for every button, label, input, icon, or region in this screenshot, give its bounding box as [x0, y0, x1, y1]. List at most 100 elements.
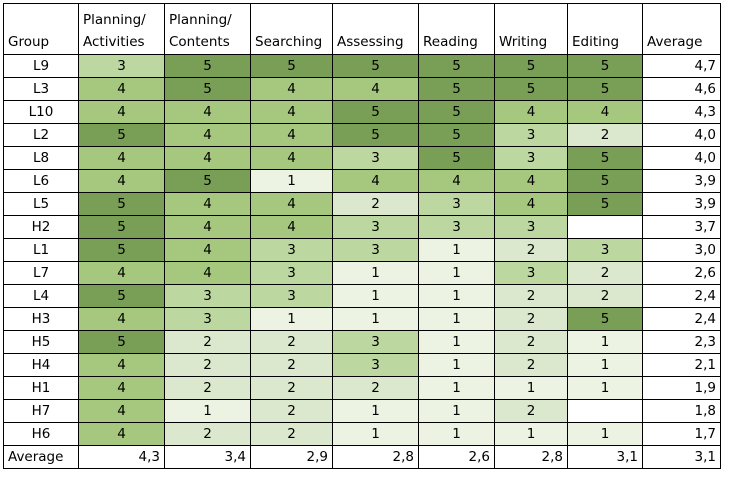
heatmap-cell: 5 [164, 77, 251, 101]
heatmap-cell: 4 [250, 100, 333, 124]
heatmap-cell: 5 [164, 169, 251, 193]
column-average: 2,6 [418, 445, 495, 469]
heatmap-cell: 4 [164, 192, 251, 216]
heatmap-cell: 2 [250, 330, 333, 354]
heatmap-cell: 5 [418, 123, 495, 147]
heatmap-cell: 4 [332, 169, 419, 193]
heatmap-cell: 4 [418, 169, 495, 193]
heatmap-cell: 2 [332, 192, 419, 216]
table-row: L2 5 4 4 5 5 3 2 4,0 [3, 123, 721, 147]
group-label: L4 [3, 284, 79, 308]
heatmap-cell: 3 [164, 307, 251, 331]
heatmap-cell: 1 [494, 376, 568, 400]
heatmap-cell: 5 [332, 123, 419, 147]
heatmap-cell: 5 [567, 169, 643, 193]
heatmap-cell: 5 [418, 100, 495, 124]
heatmap-cell: 2 [494, 307, 568, 331]
group-label: L1 [3, 238, 79, 262]
heatmap-cell: 3 [418, 192, 495, 216]
table-row: L10 4 4 4 5 5 4 4 4,3 [3, 100, 721, 124]
header-row: Group Planning/ Activities Planning/ Conte… [3, 3, 721, 55]
heatmap-cell: 3 [164, 284, 251, 308]
heatmap-cell: 2 [164, 422, 251, 446]
column-header: Searching [250, 3, 333, 55]
row-average: 4,3 [642, 100, 721, 124]
heatmap-cell: 5 [418, 77, 495, 101]
heatmap-cell: 3 [332, 330, 419, 354]
heatmap-cell: 2 [250, 422, 333, 446]
group-label: H7 [3, 399, 79, 423]
row-average: 3,7 [642, 215, 721, 239]
heatmap-cell: 1 [418, 422, 495, 446]
heatmap-cell: 1 [164, 399, 251, 423]
column-header: Planning/ Contents [164, 3, 251, 55]
table-row: L1 5 4 3 3 1 2 3 3,0 [3, 238, 721, 262]
heatmap-cell [567, 215, 643, 239]
heatmap-cell: 4 [78, 169, 165, 193]
row-average: 1,8 [642, 399, 721, 423]
heatmap-cell: 5 [494, 54, 568, 78]
heatmap-cell: 1 [332, 399, 419, 423]
row-average: 4,0 [642, 146, 721, 170]
heatmap-cell: 1 [567, 422, 643, 446]
heatmap-cell: 4 [164, 146, 251, 170]
heatmap-cell: 1 [418, 238, 495, 262]
heatmap-cell: 1 [418, 261, 495, 285]
heatmap-cell: 3 [332, 215, 419, 239]
heatmap-cell: 5 [164, 54, 251, 78]
overall-average: 3,1 [642, 445, 721, 469]
heatmap-cell: 3 [250, 284, 333, 308]
heatmap-cell: 4 [78, 422, 165, 446]
heatmap-cell: 4 [332, 77, 419, 101]
table-row: L8 4 4 4 3 5 3 5 4,0 [3, 146, 721, 170]
heatmap-cell: 3 [332, 353, 419, 377]
heatmap-cell: 3 [567, 238, 643, 262]
column-header: Assessing [332, 3, 419, 55]
group-label: H1 [3, 376, 79, 400]
group-label: L5 [3, 192, 79, 216]
heatmap-cell: 1 [332, 284, 419, 308]
column-average: 2,8 [332, 445, 419, 469]
column-header: Average [642, 3, 721, 55]
group-label: H2 [3, 215, 79, 239]
heatmap-cell: 5 [418, 146, 495, 170]
heatmap-cell: 5 [78, 192, 165, 216]
heatmap-cell: 2 [567, 284, 643, 308]
heatmap-cell: 3 [494, 215, 568, 239]
heatmap-cell: 1 [567, 330, 643, 354]
heatmap-cell: 3 [494, 261, 568, 285]
row-average: 1,7 [642, 422, 721, 446]
table-row: L4 5 3 3 1 1 2 2 2,4 [3, 284, 721, 308]
row-average: 2,4 [642, 307, 721, 331]
table-body: L9 3 5 5 5 5 5 5 4,7 L3 4 5 4 4 5 5 5 4,6 L10 4 4 4 5 5 4 4 4,3 L2 5… [3, 54, 721, 446]
table-row: L7 4 4 3 1 1 3 2 2,6 [3, 261, 721, 285]
heatmap-cell: 1 [567, 353, 643, 377]
heatmap-cell: 3 [332, 238, 419, 262]
heatmap-cell: 3 [250, 238, 333, 262]
heatmap-cell: 4 [250, 123, 333, 147]
heatmap-cell: 4 [164, 100, 251, 124]
row-average: 3,0 [642, 238, 721, 262]
heatmap-cell: 1 [250, 169, 333, 193]
heatmap-cell: 3 [250, 261, 333, 285]
heatmap-cell: 2 [332, 376, 419, 400]
heatmap-cell: 1 [332, 422, 419, 446]
row-average: 4,0 [642, 123, 721, 147]
row-average: 2,4 [642, 284, 721, 308]
row-average: 2,1 [642, 353, 721, 377]
heatmap-cell: 1 [418, 284, 495, 308]
heatmap-cell: 2 [567, 261, 643, 285]
heatmap-cell: 5 [78, 215, 165, 239]
heatmap-cell: 4 [164, 123, 251, 147]
heatmap-cell: 2 [164, 353, 251, 377]
table-row: H1 4 2 2 2 1 1 1 1,9 [3, 376, 721, 400]
heatmap-cell: 5 [418, 54, 495, 78]
heatmap-cell: 4 [78, 307, 165, 331]
heatmap-cell: 4 [78, 100, 165, 124]
heatmap-cell: 3 [494, 146, 568, 170]
footer-row: Average 4,3 3,4 2,9 2,8 2,6 2,8 3,1 3,1 [3, 445, 721, 469]
heatmap-cell: 5 [567, 192, 643, 216]
heatmap-cell [567, 399, 643, 423]
group-label: H5 [3, 330, 79, 354]
heatmap-cell: 4 [164, 238, 251, 262]
